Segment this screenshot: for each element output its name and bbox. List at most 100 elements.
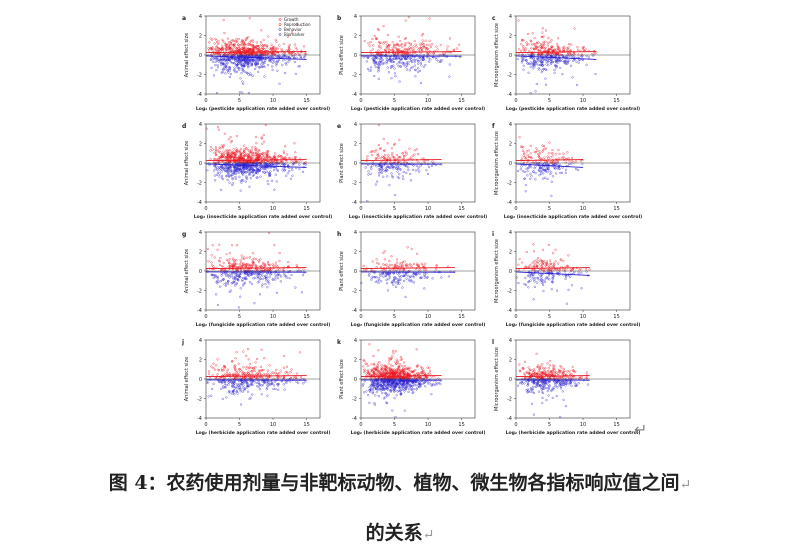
data-point	[579, 159, 582, 163]
data-point	[250, 43, 253, 47]
data-point	[530, 166, 533, 169]
data-point	[274, 61, 278, 64]
x-tick-label: 10	[270, 314, 276, 320]
data-point	[234, 273, 237, 276]
data-point	[304, 380, 307, 383]
data-point	[388, 184, 391, 187]
data-point	[282, 366, 286, 369]
data-point	[213, 42, 216, 45]
data-point	[237, 47, 240, 50]
data-point	[404, 150, 407, 153]
data-point	[525, 167, 528, 171]
data-point	[429, 58, 432, 61]
data-point	[377, 394, 380, 398]
data-point	[247, 273, 250, 276]
data-point	[567, 52, 570, 55]
data-point	[522, 64, 525, 67]
data-point	[554, 153, 558, 156]
data-point	[264, 283, 267, 286]
data-point	[215, 293, 218, 296]
data-point	[386, 175, 389, 178]
data-point	[403, 160, 406, 163]
data-point	[541, 149, 545, 152]
data-point	[405, 277, 408, 280]
data-point	[581, 46, 585, 49]
data-point	[240, 261, 243, 264]
data-point	[419, 373, 422, 376]
data-point	[547, 152, 550, 155]
data-point	[220, 59, 223, 62]
data-point	[545, 260, 548, 263]
data-point	[250, 59, 253, 63]
panel-letter: j	[181, 339, 184, 346]
data-point	[379, 56, 383, 59]
data-point	[239, 403, 243, 406]
data-point	[569, 275, 572, 278]
data-point	[244, 58, 247, 61]
data-point	[253, 302, 256, 305]
data-point	[420, 34, 424, 37]
data-point	[412, 281, 416, 284]
data-point	[231, 385, 234, 388]
data-point	[234, 57, 237, 60]
data-point	[206, 381, 210, 384]
data-point	[412, 164, 415, 167]
data-point	[275, 291, 279, 294]
legend-label: Behavior	[284, 27, 302, 32]
data-point	[245, 44, 248, 47]
data-point	[382, 149, 386, 153]
data-point	[235, 40, 238, 43]
data-point	[263, 171, 266, 174]
data-point	[258, 280, 261, 283]
data-point	[267, 182, 270, 186]
data-point	[422, 46, 425, 49]
data-point	[260, 43, 263, 46]
data-point	[397, 57, 401, 60]
data-point	[362, 391, 366, 394]
data-point	[401, 45, 404, 49]
data-point	[534, 171, 537, 175]
data-point	[242, 171, 245, 174]
data-point	[524, 157, 527, 160]
data-point	[415, 272, 418, 276]
data-point	[382, 137, 385, 141]
data-point	[373, 74, 376, 78]
data-point	[386, 142, 389, 145]
data-point	[210, 365, 213, 368]
data-point	[538, 173, 541, 177]
data-point	[420, 64, 423, 67]
data-point	[256, 154, 259, 157]
data-point	[264, 167, 267, 170]
data-point	[418, 69, 422, 73]
data-point	[382, 175, 385, 178]
data-point	[434, 267, 438, 271]
data-point	[375, 391, 378, 394]
data-point	[397, 48, 400, 52]
data-point	[226, 152, 229, 155]
data-point	[269, 160, 272, 163]
data-point	[399, 167, 402, 171]
data-point	[371, 57, 374, 60]
data-point	[298, 163, 301, 166]
data-point	[564, 277, 567, 280]
data-point	[440, 276, 443, 279]
data-point	[248, 41, 251, 44]
data-point	[243, 389, 246, 392]
data-point	[279, 280, 282, 283]
data-point	[263, 380, 266, 384]
data-point	[282, 150, 285, 153]
data-point	[225, 396, 228, 399]
data-point	[375, 56, 378, 60]
data-point	[541, 150, 544, 153]
data-point	[235, 147, 238, 150]
data-point	[367, 173, 370, 176]
data-point	[387, 362, 390, 365]
data-point	[232, 390, 235, 393]
data-point	[386, 272, 390, 275]
data-point	[528, 263, 532, 266]
data-point	[376, 57, 379, 60]
data-point	[265, 170, 269, 173]
data-point	[388, 276, 392, 279]
data-point	[233, 368, 237, 371]
data-point	[278, 82, 281, 85]
